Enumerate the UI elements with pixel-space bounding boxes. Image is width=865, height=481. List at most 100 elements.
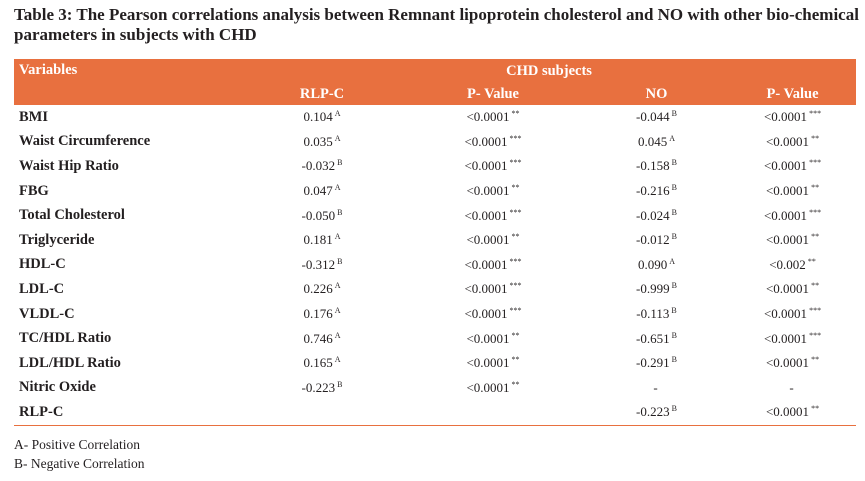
rlpc-p-value: <0.0001 *** [402,154,584,179]
header-pvalue-2: P- Value [729,83,857,105]
table-row: HDL-C -0.312 B <0.0001 *** 0.090 A <0.002 ** [14,253,856,278]
no-p-value-text: <0.0001 [765,281,810,297]
header-group: CHD subjects [242,59,857,83]
no-p-value-marker: ** [807,256,816,266]
row-name-text: RLP-C [19,403,64,420]
no-p-value-text: <0.0001 [765,404,810,420]
no-value-text: -0.223 [636,404,670,420]
rlpc-p-value-marker: *** [509,306,522,316]
row-name-text: Triglyceride [19,231,95,248]
no-p-value: <0.0001 *** [729,105,856,130]
rlpc-value-marker: B [337,207,343,217]
footnotes: A- Positive Correlation B- Negative Corr… [14,435,144,473]
no-value-text: -0.999 [636,281,670,297]
row-name-text: TC/HDL Ratio [19,330,112,347]
no-p-value: <0.0001 ** [729,351,856,376]
rlpc-p-value-marker: *** [509,158,522,168]
no-p-value: <0.0001 ** [729,130,856,155]
row-name: HDL-C [14,253,242,278]
no-p-value-marker: *** [809,207,822,217]
rlpc-value-text: 0.746 [303,330,333,346]
rlpc-p-value: <0.0001 *** [402,302,584,327]
no-p-value-text: <0.0001 [763,306,808,322]
rlpc-value-text: 0.165 [303,355,333,371]
rlpc-p-value-text: <0.0001 [464,207,508,223]
no-value: -0.651 B [584,326,729,351]
rlpc-value-text: 0.035 [303,133,333,149]
no-value-text: -0.651 [636,330,670,346]
rlpc-value-text: 0.047 [303,183,333,199]
no-p-value: <0.0001 *** [729,203,856,228]
header-rlpc: RLP-C [242,83,402,105]
header-row-columns: RLP-C P- Value NO P- Value [14,83,857,105]
rlpc-p-value-text: <0.0001 [464,306,508,322]
no-p-value: <0.0001 *** [729,302,856,327]
rlpc-p-value: <0.0001 ** [402,326,584,351]
no-value-text: 0.045 [637,133,668,149]
rlpc-p-value-text: <0.0001 [466,183,510,199]
rlpc-value: 0.047 A [242,179,402,204]
no-value: - [584,376,729,401]
no-value-text: -0.216 [636,183,670,199]
rlpc-p-value-text: <0.0001 [464,281,508,297]
no-value-marker: B [671,281,677,291]
rlpc-value-marker: B [337,379,343,389]
no-value-marker: B [671,355,677,365]
header-row-group: Variables CHD subjects [14,59,857,105]
rlpc-value-text: 0.226 [303,281,333,297]
row-name-text: Total Cholesterol [19,207,125,224]
row-name-text: VLDL-C [19,305,75,322]
rlpc-p-value: <0.0001 *** [402,203,584,228]
row-name-text: FBG [19,182,49,199]
row-name: Waist Hip Ratio [14,154,242,179]
rlpc-p-value-text: <0.0001 [464,256,508,272]
no-p-value: <0.0001 ** [729,179,856,204]
no-p-value-text: <0.0001 [763,109,808,125]
rlpc-p-value: <0.0001 ** [402,351,584,376]
rlpc-value-text: 0.104 [303,109,333,125]
row-name: Waist Circumference [14,130,242,155]
header-no: NO [584,83,729,105]
table-row: RLP-C -0.223 B <0.0001 ** [14,400,857,426]
no-p-value-text: <0.0001 [765,133,810,149]
table-row: FBG 0.047 A <0.0001 ** -0.216 B <0.0001 ** [14,179,856,204]
no-p-value-text: <0.0001 [765,232,810,248]
rlpc-value-text: -0.223 [301,379,336,395]
table-row: LDL/HDL Ratio 0.165 A <0.0001 ** -0.291 B <0.00… [14,351,856,376]
rlpc-p-value-text: <0.0001 [466,330,510,346]
no-value-text: -0.044 [636,109,670,125]
no-value: -0.113 B [584,302,729,327]
no-value: -0.216 B [584,179,729,204]
table-title: Table 3: The Pearson correlations analys… [14,5,859,44]
no-p-value-text: <0.0001 [763,158,808,174]
no-p-value-marker: ** [811,183,820,193]
row-name: LDL-C [14,277,242,302]
row-name: VLDL-C [14,302,242,327]
no-p-value: <0.0001 ** [729,400,857,426]
header-variables: Variables [14,59,242,105]
rlpc-p-value: <0.0001 ** [402,228,584,253]
footnote-negative: B- Negative Correlation [14,456,145,471]
rlpc-value [242,400,402,426]
no-p-value: <0.0001 *** [729,154,856,179]
no-value: -0.999 B [584,277,729,302]
no-p-value-text: <0.0001 [765,183,810,199]
row-name: BMI [14,105,242,130]
no-value: -0.044 B [584,105,729,130]
rlpc-value-text: 0.181 [303,232,333,248]
no-p-value-text: <0.0001 [763,207,808,223]
rlpc-p-value-text: <0.0001 [466,355,510,371]
table-row: Nitric Oxide -0.223 B <0.0001 ** - - [14,376,856,401]
rlpc-value: -0.050 B [242,203,402,228]
no-p-value: - [729,376,856,401]
rlpc-p-value-text: <0.0001 [466,379,510,395]
rlpc-value: 0.226 A [242,277,402,302]
row-name-text: Waist Circumference [19,133,151,150]
table-row: TC/HDL Ratio 0.746 A <0.0001 ** -0.651 B <0.000… [14,326,856,351]
no-value-marker: B [671,404,677,414]
no-p-value-marker: ** [811,133,820,143]
no-value-marker: B [671,232,677,242]
rlpc-value-marker: A [334,281,341,291]
no-value-marker: B [671,306,677,316]
table-row: Waist Circumference 0.035 A <0.0001 *** 0.045… [14,130,856,155]
